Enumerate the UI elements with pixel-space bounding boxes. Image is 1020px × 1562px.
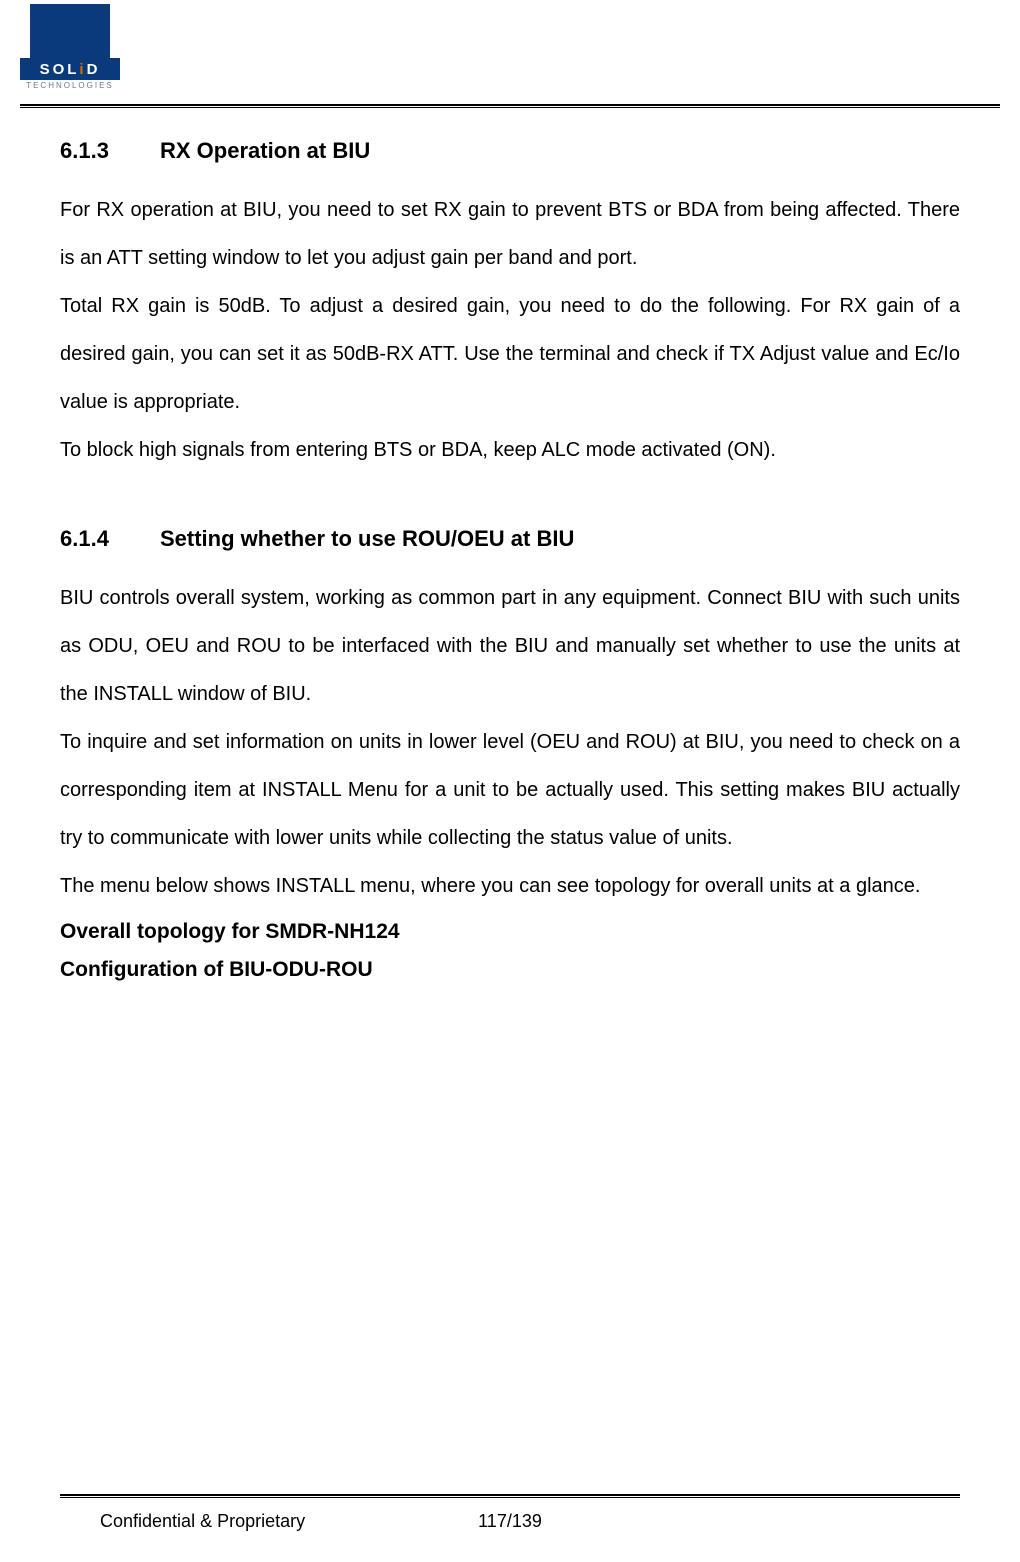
paragraph: Total RX gain is 50dB. To adjust a desir…	[60, 282, 960, 426]
page-content: 6.1.3RX Operation at BIU For RX operatio…	[60, 130, 960, 985]
logo-subtitle: TECHNOLOGIES	[20, 81, 120, 90]
paragraph: To inquire and set information on units …	[60, 718, 960, 862]
bold-subheading: Overall topology for SMDR-NH124	[60, 916, 960, 948]
section-title: Setting whether to use ROU/OEU at BIU	[160, 526, 574, 551]
logo-square	[30, 4, 110, 58]
logo-wordmark: SOLiD	[20, 58, 120, 80]
paragraph: To block high signals from entering BTS …	[60, 426, 960, 474]
logo-text-part1: SOL	[40, 61, 80, 78]
company-logo: SOLiD TECHNOLOGIES	[20, 4, 120, 90]
document-page: SOLiD TECHNOLOGIES 6.1.3RX Operation at …	[0, 0, 1020, 1562]
section-title: RX Operation at BIU	[160, 138, 370, 163]
logo-letters: SOLiD	[40, 61, 101, 78]
section-spacer	[60, 474, 960, 518]
logo-text-part2: D	[87, 61, 101, 78]
page-footer: Confidential & Proprietary 117/139	[0, 1511, 1020, 1532]
paragraph: BIU controls overall system, working as …	[60, 574, 960, 718]
logo-dot-letter: i	[79, 61, 86, 78]
section-heading-614: 6.1.4Setting whether to use ROU/OEU at B…	[60, 526, 960, 552]
footer-page-number: 117/139	[478, 1511, 542, 1532]
bold-subheading: Configuration of BIU-ODU-ROU	[60, 954, 960, 986]
section-number: 6.1.4	[60, 526, 160, 552]
section-heading-613: 6.1.3RX Operation at BIU	[60, 138, 960, 164]
paragraph: The menu below shows INSTALL menu, where…	[60, 862, 960, 910]
footer-rule	[60, 1494, 960, 1498]
header-rule	[20, 104, 1000, 108]
footer-confidential: Confidential & Proprietary	[100, 1511, 305, 1532]
paragraph: For RX operation at BIU, you need to set…	[60, 186, 960, 282]
section-number: 6.1.3	[60, 138, 160, 164]
